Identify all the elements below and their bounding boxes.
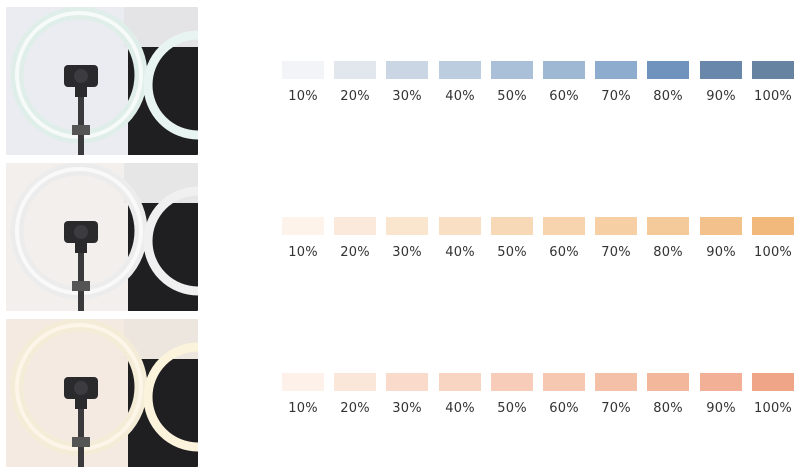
ring-light-illustration [6, 319, 198, 467]
color-swatch [491, 373, 533, 391]
color-swatch [439, 373, 481, 391]
swatch-percent-label: 60% [549, 89, 579, 104]
swatch-percent-label: 10% [288, 245, 318, 260]
color-swatch [334, 217, 376, 235]
swatch-percent-label: 50% [497, 401, 527, 416]
swatch-percent-label: 10% [288, 401, 318, 416]
color-swatch [700, 217, 742, 235]
swatch-percent-label: 70% [601, 245, 631, 260]
color-swatch [282, 61, 324, 79]
ring-light-illustration [6, 163, 198, 311]
color-swatch [386, 217, 428, 235]
color-temp-row-neutral: 10% 20% 30% 40% 50% 60% 70% 80% 90% 100% [0, 163, 794, 315]
swatch-percent-label: 100% [754, 401, 792, 416]
color-swatch [282, 217, 324, 235]
color-swatch [647, 61, 689, 79]
color-temp-row-cool: 10% 20% 30% 40% 50% 60% 70% 80% 90% 100% [0, 7, 794, 159]
color-swatch [647, 217, 689, 235]
color-swatch [543, 373, 585, 391]
swatch-percent-label: 20% [340, 401, 370, 416]
color-swatch [543, 61, 585, 79]
swatch-percent-label: 20% [340, 245, 370, 260]
color-swatch [543, 217, 585, 235]
swatch-percent-label: 40% [445, 401, 475, 416]
swatch-percent-label: 20% [340, 89, 370, 104]
color-swatch [752, 217, 794, 235]
color-swatch [700, 61, 742, 79]
swatch-percent-label: 90% [706, 245, 736, 260]
color-swatch [752, 373, 794, 391]
ring-light-photo [6, 319, 198, 467]
swatch-percent-label: 80% [653, 245, 683, 260]
swatch-percent-label: 80% [653, 89, 683, 104]
color-swatch [595, 61, 637, 79]
color-swatch [595, 373, 637, 391]
swatch-percent-label: 40% [445, 245, 475, 260]
ring-light-illustration [6, 7, 198, 155]
color-swatch [439, 217, 481, 235]
color-swatch [700, 373, 742, 391]
swatch-percent-label: 50% [497, 245, 527, 260]
color-swatch [752, 61, 794, 79]
color-swatch [334, 61, 376, 79]
swatch-percent-label: 100% [754, 89, 792, 104]
swatch-percent-label: 60% [549, 401, 579, 416]
color-swatch [491, 217, 533, 235]
swatch-percent-label: 100% [754, 245, 792, 260]
color-swatch [647, 373, 689, 391]
swatch-percent-label: 40% [445, 89, 475, 104]
color-swatch [282, 373, 324, 391]
swatch-percent-label: 90% [706, 89, 736, 104]
color-swatch [386, 373, 428, 391]
swatch-percent-label: 30% [392, 245, 422, 260]
color-swatch [595, 217, 637, 235]
ring-light-photo [6, 7, 198, 155]
color-temp-row-warm: 10% 20% 30% 40% 50% 60% 70% 80% 90% 100% [0, 319, 794, 471]
color-swatch [386, 61, 428, 79]
swatch-percent-label: 70% [601, 401, 631, 416]
ring-light-photo [6, 163, 198, 311]
swatch-percent-label: 80% [653, 401, 683, 416]
swatch-percent-label: 50% [497, 89, 527, 104]
swatch-percent-label: 10% [288, 89, 318, 104]
swatch-percent-label: 70% [601, 89, 631, 104]
color-swatch [491, 61, 533, 79]
swatch-percent-label: 60% [549, 245, 579, 260]
swatch-percent-label: 90% [706, 401, 736, 416]
color-swatch [439, 61, 481, 79]
color-swatch [334, 373, 376, 391]
swatch-percent-label: 30% [392, 89, 422, 104]
swatch-percent-label: 30% [392, 401, 422, 416]
